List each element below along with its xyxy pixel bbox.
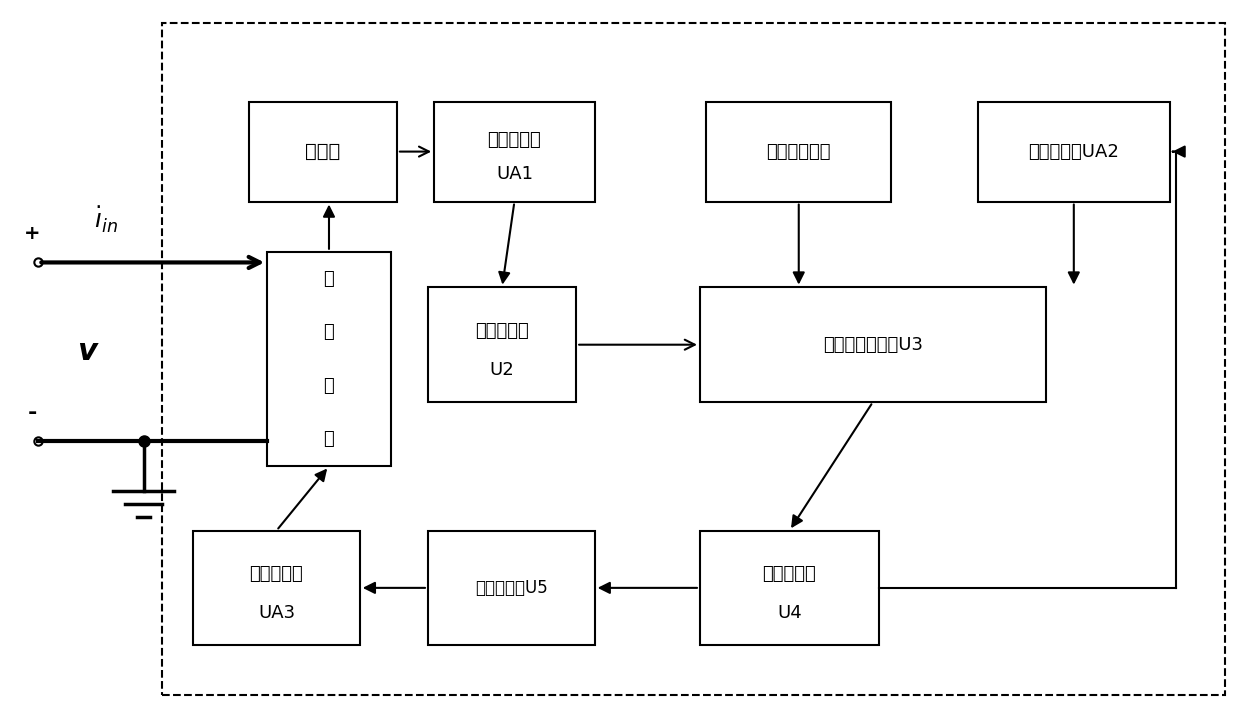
FancyBboxPatch shape bbox=[427, 287, 576, 402]
Text: U4: U4 bbox=[777, 604, 802, 622]
Text: 电: 电 bbox=[323, 269, 335, 287]
Text: +: + bbox=[24, 224, 41, 243]
Text: 反相比例器U5: 反相比例器U5 bbox=[475, 579, 548, 597]
Text: 第一乘法器: 第一乘法器 bbox=[487, 131, 541, 149]
FancyBboxPatch shape bbox=[268, 252, 390, 466]
Text: UA1: UA1 bbox=[496, 164, 533, 182]
FancyBboxPatch shape bbox=[427, 531, 595, 645]
FancyBboxPatch shape bbox=[249, 101, 396, 202]
Text: 第二闭合环路: 第二闭合环路 bbox=[767, 143, 831, 161]
Text: U2: U2 bbox=[489, 361, 514, 379]
Text: 反相比例加法器U3: 反相比例加法器U3 bbox=[823, 336, 923, 354]
Text: 网: 网 bbox=[323, 377, 335, 395]
Text: 阻: 阻 bbox=[323, 323, 335, 341]
Text: 络: 络 bbox=[323, 431, 335, 449]
FancyBboxPatch shape bbox=[978, 101, 1170, 202]
Text: 反相比例器: 反相比例器 bbox=[476, 322, 529, 340]
Text: 反相积分器: 反相积分器 bbox=[763, 565, 817, 583]
FancyBboxPatch shape bbox=[193, 531, 359, 645]
Text: 第三乘法器: 第三乘法器 bbox=[249, 565, 304, 583]
Text: $\boldsymbol{v}$: $\boldsymbol{v}$ bbox=[77, 337, 99, 366]
FancyBboxPatch shape bbox=[706, 101, 892, 202]
FancyBboxPatch shape bbox=[700, 287, 1046, 402]
Text: 放大器: 放大器 bbox=[305, 142, 341, 161]
Text: $\dot{\imath}_{in}$: $\dot{\imath}_{in}$ bbox=[94, 205, 119, 235]
FancyBboxPatch shape bbox=[434, 101, 595, 202]
FancyBboxPatch shape bbox=[700, 531, 880, 645]
Text: 第二乘法器UA2: 第二乘法器UA2 bbox=[1028, 143, 1119, 161]
Text: -: - bbox=[27, 403, 37, 423]
Text: UA3: UA3 bbox=[258, 604, 295, 622]
